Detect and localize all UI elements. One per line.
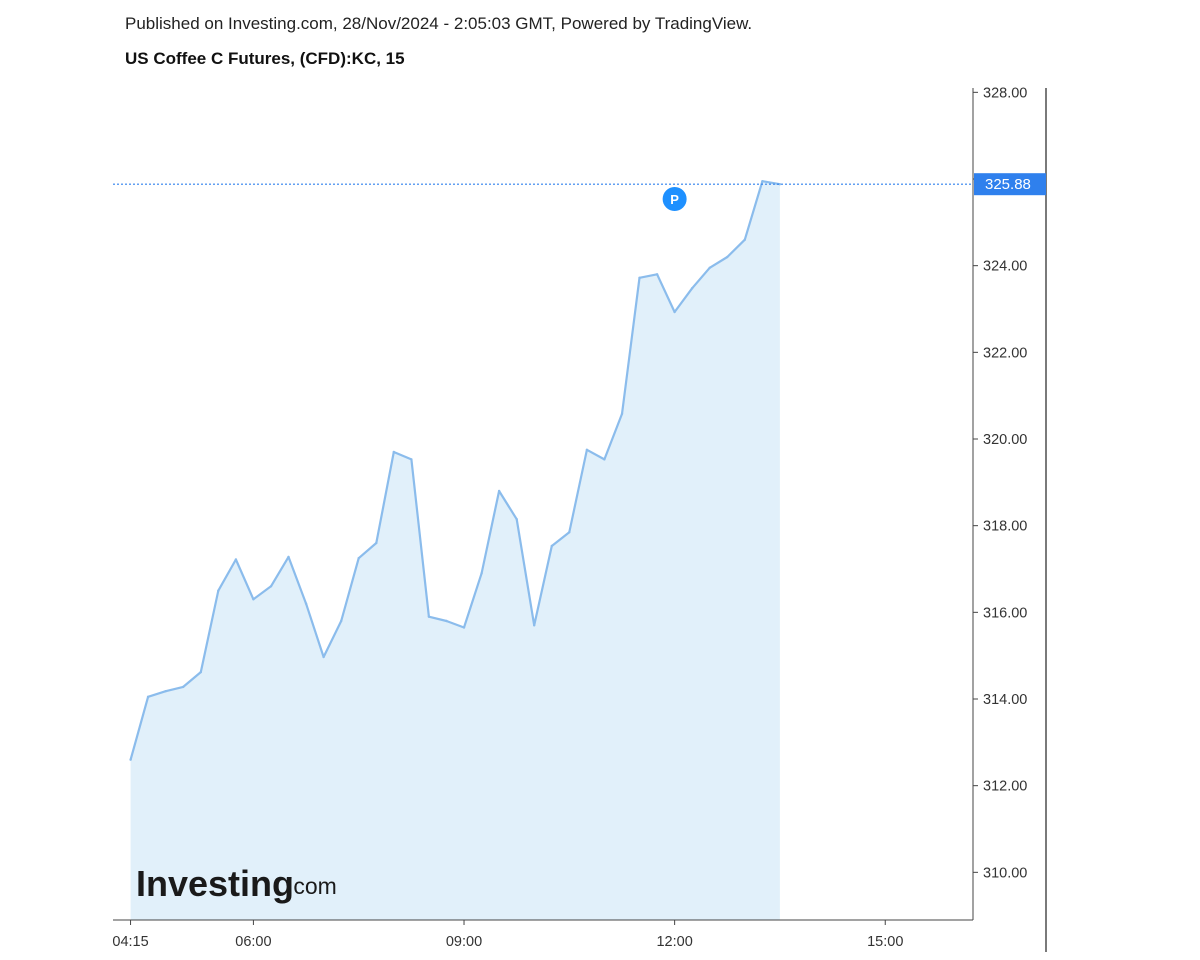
investing-logo: Investing .com [136, 863, 337, 904]
data-point [410, 458, 413, 461]
overlay: 325.88 P [113, 173, 1046, 211]
x-tick-label: 15:00 [867, 934, 903, 950]
data-point [445, 619, 448, 623]
y-tick-label: 312.00 [983, 779, 1027, 795]
p-marker-label: P [670, 192, 679, 207]
y-tick-label: 328.00 [983, 85, 1027, 101]
p-marker-icon [662, 187, 687, 211]
y-tick-label: 324.00 [983, 259, 1027, 275]
x-tick-label: 09:00 [446, 934, 482, 950]
y-tick-label: 310.00 [983, 865, 1027, 881]
data-point [673, 310, 676, 314]
data-point [340, 619, 343, 623]
published-caption: Published on Investing.com, 28/Nov/2024 … [125, 14, 753, 33]
data-point [304, 602, 308, 605]
y-tick-label: 316.00 [983, 605, 1027, 621]
y-tick-label: 322.00 [983, 345, 1027, 361]
data-point [357, 557, 360, 560]
logo-wordmark: Investing [136, 863, 294, 904]
chart-title: US Coffee C Futures, (CFD):KC, 15 [125, 49, 405, 68]
data-point [655, 273, 659, 276]
y-tick-label: 320.00 [983, 432, 1027, 448]
y-tick-label: 318.00 [983, 519, 1027, 535]
data-point [603, 458, 606, 461]
data-point [761, 180, 764, 183]
last-price-label: 325.88 [985, 176, 1031, 193]
data-point [743, 238, 746, 241]
data-point [146, 695, 150, 698]
data-point [199, 670, 202, 674]
data-point [533, 624, 536, 627]
data-point [269, 585, 273, 588]
data-point [550, 544, 553, 548]
data-point [620, 412, 624, 416]
data-point [480, 572, 483, 575]
data-point [568, 531, 571, 534]
data-point [182, 685, 185, 689]
data-point [462, 626, 466, 629]
series-area [130, 181, 780, 920]
data-point [322, 655, 325, 659]
data-point [497, 489, 501, 493]
data-point [252, 598, 255, 601]
x-tick-label: 04:15 [112, 934, 148, 950]
data-point [164, 690, 167, 693]
data-point [778, 183, 782, 186]
y-tick-label: 314.00 [983, 692, 1027, 708]
data-point [708, 266, 711, 269]
data-point [375, 541, 378, 545]
data-point [691, 287, 694, 290]
x-axis: 04:15 06:00 09:00 12:00 15:00 [112, 919, 973, 950]
data-point [726, 255, 729, 259]
x-tick-label: 06:00 [235, 934, 271, 950]
data-point [129, 758, 132, 761]
y-axis: 310.00 312.00 314.00 316.00 318.00 320.00 322.… [972, 85, 1047, 952]
data-point [585, 448, 589, 451]
last-price-tag [974, 173, 1046, 196]
data-point [392, 450, 395, 454]
data-point [287, 555, 290, 559]
data-point [234, 558, 238, 561]
data-point [638, 276, 641, 279]
data-point [217, 589, 220, 592]
plot-area [129, 180, 782, 920]
data-point [515, 518, 518, 521]
logo-domain: .com [287, 873, 337, 899]
series-line [129, 180, 781, 760]
x-tick-label: 12:00 [656, 934, 692, 950]
data-point [427, 615, 431, 618]
